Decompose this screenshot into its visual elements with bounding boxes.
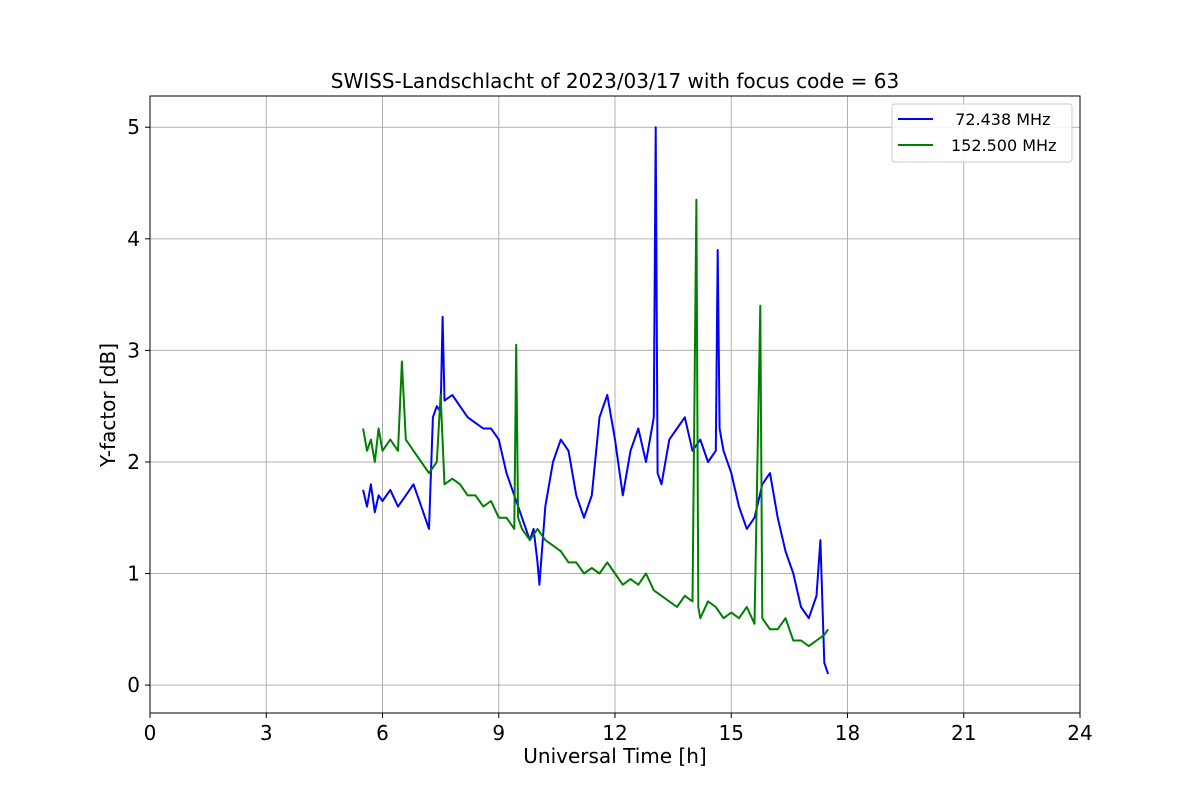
legend: 72.438 MHz 152.500 MHz xyxy=(891,103,1073,163)
series-line-2 xyxy=(362,198,829,648)
x-tick-label: 18 xyxy=(835,721,860,745)
x-axis-label: Universal Time [h] xyxy=(523,744,706,768)
y-tick-label: 0 xyxy=(127,673,140,697)
legend-label-series-2: 152.500 MHz xyxy=(951,136,1056,155)
y-tick-label: 4 xyxy=(127,227,140,251)
y-tick-label: 2 xyxy=(127,450,140,474)
x-tick-label: 9 xyxy=(492,721,505,745)
x-tick-label: 21 xyxy=(951,721,976,745)
y-tick-label: 5 xyxy=(127,115,140,139)
legend-label-series-1: 72.438 MHz xyxy=(945,110,1050,129)
y-tick-label: 1 xyxy=(127,562,140,586)
x-tick-label: 24 xyxy=(1067,721,1092,745)
y-tick-label: 3 xyxy=(127,338,140,362)
x-tick-label: 6 xyxy=(376,721,389,745)
legend-box xyxy=(891,103,1073,163)
chart-title: SWISS-Landschlacht of 2023/03/17 with fo… xyxy=(331,69,899,93)
series-lines xyxy=(362,126,830,675)
x-tick-label: 0 xyxy=(144,721,157,745)
series-line-1 xyxy=(362,126,830,675)
x-tick-label: 15 xyxy=(719,721,744,745)
x-tick-label: 3 xyxy=(260,721,273,745)
y-axis-label: Y-factor [dB] xyxy=(96,343,120,468)
x-tick-label: 12 xyxy=(602,721,627,745)
